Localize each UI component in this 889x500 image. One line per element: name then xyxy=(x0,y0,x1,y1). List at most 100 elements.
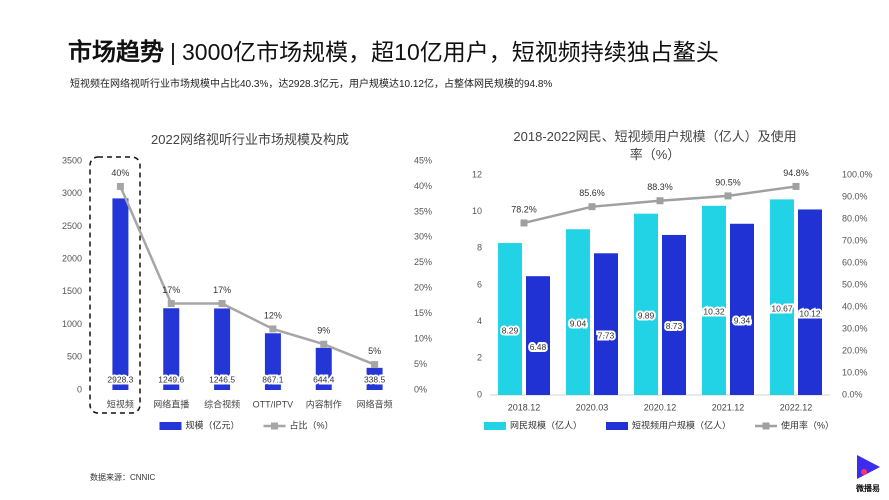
line-value-label: 94.8% xyxy=(783,168,809,178)
y-tick-label: 6 xyxy=(477,279,482,289)
line-value-label: 40% xyxy=(111,168,129,178)
y-tick-label: 1000 xyxy=(62,319,82,329)
y2-tick-label: 60.0% xyxy=(842,257,868,267)
line xyxy=(119,185,376,366)
line-marker xyxy=(792,182,800,190)
legend-label: 占比（%） xyxy=(290,419,334,430)
line-marker xyxy=(724,192,732,200)
bar-value-label: 867.1 xyxy=(262,374,284,384)
x-tick-label: 内容制作 xyxy=(306,398,342,409)
x-tick-label: 短视频 xyxy=(107,398,134,409)
line-value-label: 88.3% xyxy=(647,182,673,192)
bar-value-label: 8.73 xyxy=(666,321,683,331)
bar-value-label: 644.4 xyxy=(313,374,335,384)
subtitle: 短视频在网络视听行业市场规模中占比40.3%，达2928.3亿元，用户规模达10… xyxy=(70,79,553,90)
y2-tick-label: 35% xyxy=(414,206,432,216)
line-value-label: 17% xyxy=(162,285,180,295)
highlight-box xyxy=(89,156,141,414)
y-tick-label: 12 xyxy=(472,169,482,179)
y-tick-label: 3000 xyxy=(62,188,82,198)
line-marker xyxy=(656,197,664,205)
bar-value-label: 9.04 xyxy=(570,318,587,328)
bar xyxy=(315,347,332,390)
y-tick-label: 10 xyxy=(472,206,482,216)
y2-tick-label: 5% xyxy=(414,359,427,369)
legend-swatch xyxy=(483,422,506,430)
y2-tick-label: 20.0% xyxy=(842,345,868,355)
bar xyxy=(702,205,726,395)
line-marker xyxy=(371,361,379,369)
x-tick-label: 2022.12 xyxy=(780,402,813,412)
line-marker xyxy=(167,299,175,307)
bar-value-label: 6.48 xyxy=(530,342,547,352)
x-tick-label: 2020.03 xyxy=(576,402,609,412)
bar-value-label: 9.34 xyxy=(734,316,751,326)
legend-label: 规模（亿元） xyxy=(185,419,239,430)
bar xyxy=(730,223,754,395)
line-value-label: 85.6% xyxy=(579,188,605,198)
bar-value-label: 7.73 xyxy=(598,330,615,340)
y2-tick-label: 70.0% xyxy=(842,235,868,245)
y-tick-label: 0 xyxy=(77,384,82,394)
y2-tick-label: 0.0% xyxy=(842,389,863,399)
bar xyxy=(770,199,794,395)
legend-label: 网民规模（亿人） xyxy=(510,419,582,430)
x-tick-label: 网络音频 xyxy=(357,398,393,409)
bar xyxy=(112,198,129,390)
y2-tick-label: 25% xyxy=(414,257,432,267)
bar xyxy=(566,229,590,395)
bar xyxy=(214,308,231,390)
bar xyxy=(264,333,281,390)
line-value-label: 17% xyxy=(213,285,231,295)
y2-tick-label: 20% xyxy=(414,283,432,293)
y2-tick-label: 80.0% xyxy=(842,213,868,223)
y2-tick-label: 0% xyxy=(414,384,427,394)
line-value-label: 9% xyxy=(317,326,330,336)
bar-value-label: 10.67 xyxy=(771,303,793,313)
bar-value-label: 1249.6 xyxy=(158,374,184,384)
y2-tick-label: 40.0% xyxy=(842,301,868,311)
x-tick-label: OTT/IPTV xyxy=(253,399,294,409)
legend-label: 使用率（%） xyxy=(781,419,834,430)
y2-tick-label: 15% xyxy=(414,308,432,318)
legend-swatch xyxy=(605,422,628,430)
bar xyxy=(526,276,550,395)
title-separator: | xyxy=(170,39,176,65)
bar xyxy=(798,209,822,395)
line-marker xyxy=(218,299,226,307)
line-value-label: 78.2% xyxy=(511,204,537,214)
y-tick-label: 2000 xyxy=(62,254,82,264)
title-text: 3000亿市场规模，超10亿用户，短视频持续独占鳌头 xyxy=(181,39,719,65)
chart-title: 2022网络视听行业市场规模及构成 xyxy=(151,132,349,147)
y2-tick-label: 50.0% xyxy=(842,279,868,289)
y-tick-label: 2 xyxy=(477,353,482,363)
y2-tick-label: 30.0% xyxy=(842,323,868,333)
slide-title: 市场趋势 | 3000亿市场规模，超10亿用户，短视频持续独占鳌头 xyxy=(68,32,719,67)
bar-value-label: 10.32 xyxy=(703,307,725,317)
line-value-label: 5% xyxy=(368,346,381,356)
bar xyxy=(662,234,686,395)
line-marker xyxy=(320,340,328,348)
bar xyxy=(366,367,383,390)
y-tick-label: 0 xyxy=(477,389,482,399)
y2-tick-label: 40% xyxy=(414,181,432,191)
title-bold: 市场趋势 xyxy=(68,39,164,66)
y-tick-label: 2500 xyxy=(62,221,82,231)
bar xyxy=(163,308,180,390)
x-tick-label: 网络直播 xyxy=(153,398,189,409)
legend-swatch xyxy=(159,422,182,430)
y2-tick-label: 45% xyxy=(414,155,432,165)
line-value-label: 12% xyxy=(264,310,282,320)
bar xyxy=(498,243,522,395)
y-tick-label: 8 xyxy=(477,243,482,253)
bar-value-label: 9.89 xyxy=(638,311,655,321)
y-tick-label: 1500 xyxy=(62,286,82,296)
y-tick-label: 4 xyxy=(477,316,482,326)
legend-label: 短视频用户规模（亿人） xyxy=(632,419,731,430)
x-tick-label: 综合视频 xyxy=(204,398,240,409)
y2-tick-label: 10% xyxy=(414,333,432,343)
y2-tick-label: 100.0% xyxy=(842,169,873,179)
chart-title: 2018-2022网民、短视频用户规模（亿人）及使用率（%） xyxy=(513,129,797,162)
